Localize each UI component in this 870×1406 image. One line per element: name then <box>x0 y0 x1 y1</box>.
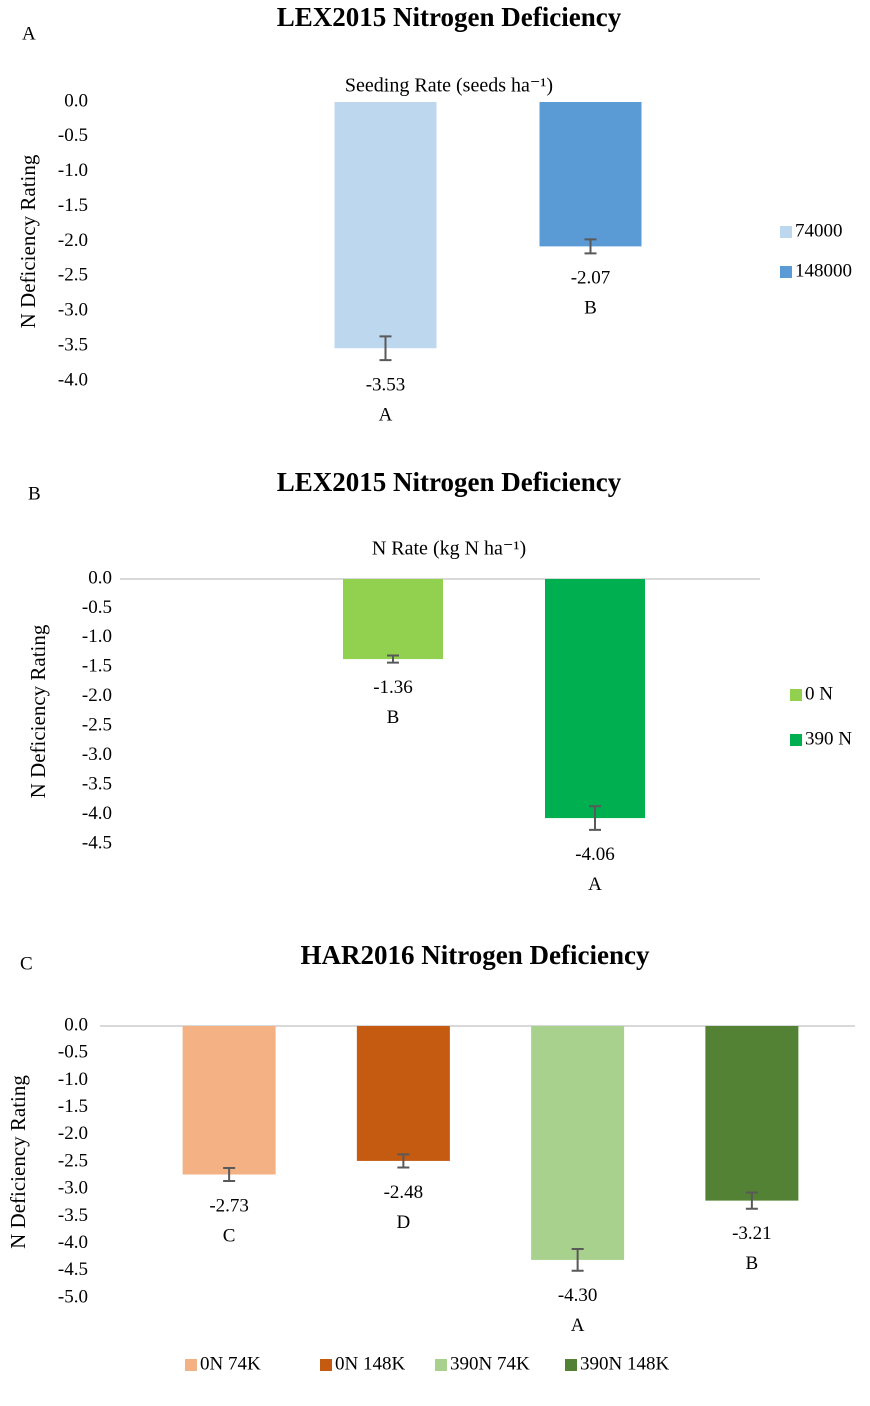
legend-label: 0 N <box>805 683 833 704</box>
panel-letter: A <box>22 23 36 44</box>
y-axis-label: N Deficiency Rating <box>16 154 40 328</box>
bar <box>531 1026 625 1260</box>
value-label: -3.53 <box>366 374 406 395</box>
y-tick-label: -3.0 <box>82 744 112 765</box>
legend-label: 74000 <box>795 220 843 241</box>
panel-letter: B <box>28 483 41 504</box>
axis-title: N Rate (kg N ha⁻¹) <box>372 538 526 560</box>
value-label: -2.73 <box>209 1195 249 1216</box>
bar <box>545 579 645 819</box>
y-tick-label: -4.5 <box>58 1259 88 1280</box>
y-tick-label: -1.0 <box>82 626 112 647</box>
y-tick-label: 0.0 <box>64 90 88 111</box>
legend-swatch <box>780 266 792 278</box>
legend-label: 390N 148K <box>580 1353 669 1374</box>
y-tick-label: -2.5 <box>82 715 112 736</box>
legend-swatch <box>790 734 802 746</box>
y-tick-label: -3.0 <box>58 300 88 321</box>
y-tick-label: 0.0 <box>88 567 112 588</box>
y-tick-label: -1.5 <box>82 656 112 677</box>
bar <box>343 579 443 660</box>
bar <box>705 1026 799 1201</box>
y-tick-label: -4.0 <box>82 803 112 824</box>
error-bar <box>571 1248 584 1272</box>
significance-letter: B <box>746 1253 759 1274</box>
y-axis-label: N Deficiency Rating <box>6 1075 30 1249</box>
bar <box>539 102 642 247</box>
y-tick-label: -0.5 <box>58 1042 88 1063</box>
y-tick-label: -1.0 <box>58 1069 88 1090</box>
y-tick-label: -5.0 <box>58 1286 88 1307</box>
value-label: -2.48 <box>384 1182 424 1203</box>
y-tick-label: -0.5 <box>58 125 88 146</box>
y-tick-label: -4.5 <box>82 832 112 853</box>
significance-letter: B <box>584 298 597 319</box>
legend-label: 0N 74K <box>200 1353 261 1374</box>
legend-swatch <box>320 1359 332 1371</box>
significance-letter: A <box>571 1315 585 1336</box>
error-bar <box>745 1191 758 1210</box>
legend-swatch <box>435 1359 447 1371</box>
y-tick-label: -1.0 <box>58 160 88 181</box>
value-label: -4.30 <box>558 1285 598 1306</box>
y-tick-label: -2.5 <box>58 1150 88 1171</box>
y-tick-label: -2.5 <box>58 265 88 286</box>
significance-letter: B <box>387 707 400 728</box>
error-bar <box>397 1153 410 1169</box>
bar <box>182 1026 276 1175</box>
y-tick-label: -0.5 <box>82 597 112 618</box>
y-tick-label: -2.0 <box>58 1123 88 1144</box>
error-bar <box>379 335 392 362</box>
chart-title: LEX2015 Nitrogen Deficiency <box>277 2 622 32</box>
error-bar <box>589 805 601 831</box>
legend-swatch <box>565 1359 577 1371</box>
y-tick-label: -3.0 <box>58 1178 88 1199</box>
y-tick-label: -3.5 <box>58 1205 88 1226</box>
y-tick-label: -1.5 <box>58 1096 88 1117</box>
y-tick-label: -3.5 <box>82 773 112 794</box>
significance-letter: C <box>223 1225 236 1246</box>
axis-title: Seeding Rate (seeds ha⁻¹) <box>345 75 553 97</box>
legend-label: 390 N <box>805 728 852 749</box>
y-tick-label: 0.0 <box>64 1014 88 1035</box>
significance-letter: A <box>588 874 602 895</box>
significance-letter: D <box>397 1212 411 1233</box>
value-label: -4.06 <box>575 844 615 865</box>
y-tick-label: -2.0 <box>58 230 88 251</box>
chart-title: HAR2016 Nitrogen Deficiency <box>301 940 650 970</box>
y-tick-label: -4.0 <box>58 369 88 390</box>
value-label: -1.36 <box>373 677 413 698</box>
y-tick-label: -3.5 <box>58 334 88 355</box>
error-bar <box>387 654 399 664</box>
error-bar <box>223 1166 236 1183</box>
bar <box>356 1026 450 1161</box>
legend-swatch <box>790 689 802 701</box>
legend-label: 0N 148K <box>335 1353 405 1374</box>
legend-swatch <box>185 1359 197 1371</box>
y-tick-label: -1.5 <box>58 195 88 216</box>
significance-letter: A <box>379 404 393 425</box>
legend-label: 148000 <box>795 260 852 281</box>
legend-label: 390N 74K <box>450 1353 530 1374</box>
bar <box>334 102 437 349</box>
y-axis-label: N Deficiency Rating <box>26 624 50 798</box>
chart-title: LEX2015 Nitrogen Deficiency <box>277 467 622 497</box>
panel-letter: C <box>20 953 33 974</box>
value-label: -2.07 <box>571 268 611 289</box>
y-tick-label: -2.0 <box>82 685 112 706</box>
y-tick-label: -4.0 <box>58 1232 88 1253</box>
legend-swatch <box>780 226 792 238</box>
value-label: -3.21 <box>732 1223 772 1244</box>
error-bar <box>584 238 597 255</box>
